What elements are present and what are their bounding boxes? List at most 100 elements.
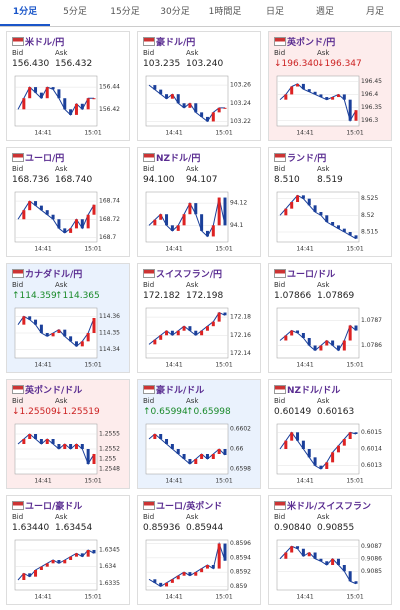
tab[interactable]: 月足: [365, 7, 384, 17]
candle: [153, 434, 157, 439]
candle: [284, 94, 288, 100]
pair-name[interactable]: 豪ドル/円: [156, 38, 196, 48]
x-tick-label: 14:41: [34, 594, 51, 601]
candle: [92, 204, 96, 215]
candle: [290, 202, 294, 209]
bid-value: 94.100: [143, 175, 175, 185]
bid-value: 1.63440: [12, 523, 49, 533]
candle: [284, 208, 288, 216]
flag-icon: [143, 269, 155, 278]
mini-chart: 168.74 168.72 168.7 14:41 15:01: [14, 191, 120, 253]
ask-label: Ask: [317, 513, 330, 521]
candle: [205, 116, 209, 122]
plot-area: [145, 75, 229, 127]
rate-card[interactable]: 豪ドル/円 Bid Ask 103.235 103.240 103.26 103.24 103…: [137, 31, 261, 141]
rate-card[interactable]: NZドル/円 Bid Ask 94.100 94.107 94.12 94.1 14:41 15…: [137, 147, 261, 257]
flag-icon: [143, 501, 155, 510]
candle: [211, 454, 215, 459]
rate-card[interactable]: ユーロ/円 Bid Ask 168.736 168.740 168.74 168.72 168…: [6, 147, 130, 257]
candle: [80, 444, 84, 449]
candle: [331, 558, 335, 565]
candle: [348, 99, 352, 121]
candle: [325, 215, 329, 222]
rate-card[interactable]: カナダドル/円 Bid Ask ↑114.359 ↑114.365 114.36 114.3…: [6, 263, 130, 373]
tab[interactable]: 15分足: [110, 7, 140, 17]
candle: [28, 434, 32, 439]
x-tick-label: 14:41: [296, 362, 313, 369]
rate-card[interactable]: 英ポンド/円 Bid Ask ↓196.340 ↓196.347 196.45 196.4 1…: [268, 31, 392, 141]
bid-value: 0.90840: [274, 523, 311, 533]
pair-name[interactable]: 豪ドル/ドル: [156, 386, 205, 396]
candle: [188, 103, 192, 108]
plot-area: [14, 191, 98, 243]
pair-name[interactable]: ユーロ/豪ドル: [25, 502, 83, 512]
bid-text: 0.60149: [274, 407, 312, 417]
bid-text: 0.90840: [274, 523, 312, 533]
pair-name[interactable]: カナダドル/円: [25, 270, 83, 280]
pair-name[interactable]: 英ポンド/円: [287, 38, 336, 48]
candle: [313, 205, 317, 212]
candle: [348, 571, 352, 582]
y-tick-label: 0.9085: [361, 568, 382, 575]
pair-name[interactable]: 米ドル/円: [25, 38, 65, 48]
pair-name[interactable]: 米ドル/スイスフラン: [287, 502, 372, 512]
tab[interactable]: 5分足: [63, 7, 87, 17]
timeframe-tabs: 1分足 5分足 15分足 30分足 1時間足 日足 週足 月足: [0, 0, 400, 27]
candle: [188, 326, 192, 331]
candle: [307, 338, 311, 346]
pair-name[interactable]: ユーロ/ドル: [287, 270, 336, 280]
x-tick-label: 15:01: [346, 130, 363, 137]
rate-card[interactable]: NZドル/ドル Bid Ask 0.60149 0.60163 0.6015 0.6014 0…: [268, 379, 392, 489]
candle: [182, 214, 186, 226]
pair-name[interactable]: NZドル/ドル: [287, 386, 341, 396]
y-tick-label: 196.45: [361, 78, 382, 85]
candle: [319, 345, 323, 351]
rate-card[interactable]: ユーロ/ドル Bid Ask 1.07866 1.07869 1.0787 1.0786 14…: [268, 263, 392, 373]
rate-card[interactable]: 米ドル/スイスフラン Bid Ask 0.90840 0.90855 0.9087 0.90…: [268, 495, 392, 605]
bid-text: 1.63440: [12, 523, 50, 533]
candle: [170, 94, 174, 99]
tab[interactable]: 日足: [265, 7, 284, 17]
mini-chart: 156.44 156.42 14:41 15:01: [14, 75, 120, 137]
rate-card[interactable]: 米ドル/円 Bid Ask 156.430 156.432 156.44 156.42 14:…: [6, 31, 130, 141]
y-tick-label: 8.525: [361, 195, 378, 202]
rate-card[interactable]: 豪ドル/ドル Bid Ask ↑0.65994 ↑0.65998 0.6602 0.66 0.…: [137, 379, 261, 489]
rate-card[interactable]: ユーロ/豪ドル Bid Ask 1.63440 1.63454 1.6345 1.634 1.…: [6, 495, 130, 605]
pair-name[interactable]: ランド/円: [287, 154, 327, 164]
candle: [51, 333, 55, 337]
rate-card[interactable]: スイスフラン/円 Bid Ask 172.182 172.198 172.18 172.16…: [137, 263, 261, 373]
candle: [63, 560, 67, 564]
bid-text: 172.182: [143, 291, 181, 301]
candle: [325, 462, 329, 469]
candle: [39, 324, 43, 333]
tab[interactable]: 週足: [315, 7, 334, 17]
tab[interactable]: 30分足: [160, 7, 190, 17]
pair-name[interactable]: NZドル/円: [156, 154, 201, 164]
bid-text: 94.100: [143, 175, 175, 185]
y-tick-label: 0.859: [230, 583, 247, 590]
rate-card[interactable]: ランド/円 Bid Ask 8.510 8.519 8.525 8.52 8.515 14:41…: [268, 147, 392, 257]
y-tick-label: 0.8596: [230, 540, 251, 547]
bid-value: 156.430: [12, 59, 49, 69]
y-tick-label: 1.255: [99, 456, 116, 463]
candle: [182, 454, 186, 459]
tab[interactable]: 1時間足: [208, 7, 242, 17]
pair-name[interactable]: ユーロ/円: [25, 154, 65, 164]
pair-name[interactable]: スイスフラン/円: [156, 270, 223, 280]
candle: [153, 339, 157, 345]
pair-name[interactable]: ユーロ/英ポンド: [156, 502, 223, 512]
mini-chart: 1.2555 1.2552 1.255 1.2548 14:41 15:01: [14, 423, 120, 485]
candle: [74, 219, 78, 229]
y-tick-label: 1.634: [99, 563, 116, 570]
candle: [92, 318, 96, 333]
pair-name[interactable]: 英ポンド/ドル: [25, 386, 83, 396]
candle: [284, 335, 288, 341]
candle: [217, 312, 221, 322]
rate-card[interactable]: 英ポンド/ドル Bid Ask ↓1.25509 ↓1.25519 1.2555 1.255…: [6, 379, 130, 489]
tab[interactable]: 1分足: [0, 0, 50, 26]
candle: [28, 316, 32, 320]
rate-card[interactable]: ユーロ/英ポンド Bid Ask 0.85936 0.85944 0.8596 0.8594…: [137, 495, 261, 605]
candle: [86, 550, 90, 557]
candle: [74, 444, 78, 449]
